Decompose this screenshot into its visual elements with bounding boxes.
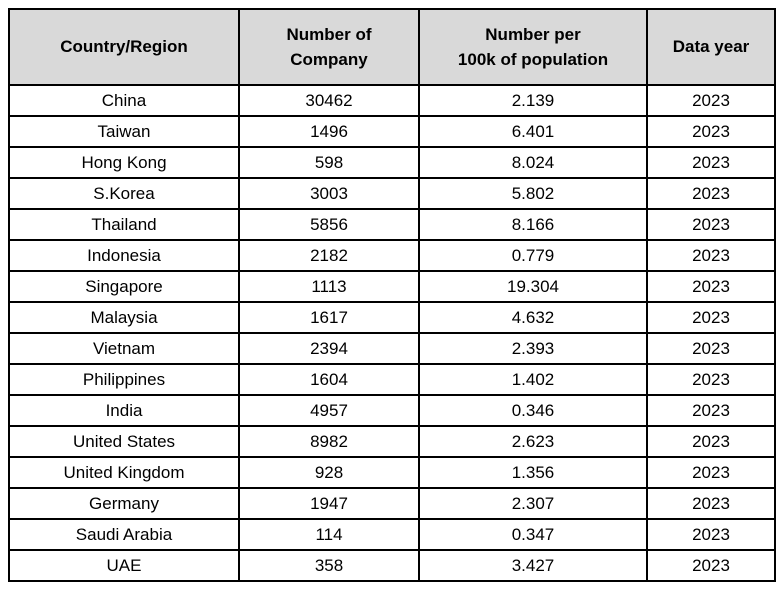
table-row: S.Korea 3003 5.802 2023 <box>8 177 776 210</box>
table-row: Singapore 1113 19.304 2023 <box>8 270 776 303</box>
table-cell: 8.166 <box>418 208 648 241</box>
table-cell: Malaysia <box>8 301 240 334</box>
column-header: Data year <box>646 8 776 86</box>
table-cell: 3003 <box>238 177 420 210</box>
table-cell: 2023 <box>646 363 776 396</box>
table-row: UAE 358 3.427 2023 <box>8 549 776 582</box>
table-cell: 2.623 <box>418 425 648 458</box>
table-cell: 1617 <box>238 301 420 334</box>
table-cell: 3.427 <box>418 549 648 582</box>
table-row: Vietnam 2394 2.393 2023 <box>8 332 776 365</box>
table-cell: 2023 <box>646 425 776 458</box>
table-cell: 1604 <box>238 363 420 396</box>
table-cell: 2.393 <box>418 332 648 365</box>
table-cell: 2023 <box>646 487 776 520</box>
table-cell: 1496 <box>238 115 420 148</box>
table-cell: 598 <box>238 146 420 179</box>
table-cell: 2023 <box>646 549 776 582</box>
table-body: China 30462 2.139 2023 Taiwan 1496 6.401 2023 Ho… <box>8 84 776 582</box>
table-cell: 0.347 <box>418 518 648 551</box>
table-cell: 8982 <box>238 425 420 458</box>
table-cell: 2023 <box>646 332 776 365</box>
table-cell: 2.139 <box>418 84 648 117</box>
table-row: China 30462 2.139 2023 <box>8 84 776 117</box>
table-cell: 2023 <box>646 146 776 179</box>
table-cell: 2023 <box>646 301 776 334</box>
table-cell: 4957 <box>238 394 420 427</box>
table-cell: 2182 <box>238 239 420 272</box>
table-cell: 1.402 <box>418 363 648 396</box>
table-row: Indonesia 2182 0.779 2023 <box>8 239 776 272</box>
table-cell: 114 <box>238 518 420 551</box>
table-header: Country/Region Number of Company Number pe… <box>8 8 776 86</box>
table-cell: 2394 <box>238 332 420 365</box>
table-cell: 1947 <box>238 487 420 520</box>
country-companies-table: Country/Region Number of Company Number pe… <box>8 8 776 582</box>
column-header: Number per 100k of population <box>418 8 648 86</box>
table-cell: 5.802 <box>418 177 648 210</box>
table-cell: UAE <box>8 549 240 582</box>
table-cell: United Kingdom <box>8 456 240 489</box>
table-cell: China <box>8 84 240 117</box>
table-row: Malaysia 1617 4.632 2023 <box>8 301 776 334</box>
table-cell: S.Korea <box>8 177 240 210</box>
table-cell: 2023 <box>646 239 776 272</box>
table-cell: 2023 <box>646 394 776 427</box>
column-header: Country/Region <box>8 8 240 86</box>
header-row: Country/Region Number of Company Number pe… <box>8 8 776 86</box>
table-row: India 4957 0.346 2023 <box>8 394 776 427</box>
table-cell: Vietnam <box>8 332 240 365</box>
table-row: Thailand 5856 8.166 2023 <box>8 208 776 241</box>
table-cell: Thailand <box>8 208 240 241</box>
table-cell: Germany <box>8 487 240 520</box>
table-cell: United States <box>8 425 240 458</box>
table-cell: 4.632 <box>418 301 648 334</box>
table-cell: 6.401 <box>418 115 648 148</box>
table-cell: 2023 <box>646 208 776 241</box>
table-cell: 2.307 <box>418 487 648 520</box>
table-cell: 2023 <box>646 456 776 489</box>
table-cell: 1113 <box>238 270 420 303</box>
table-cell: 2023 <box>646 270 776 303</box>
table-cell: Singapore <box>8 270 240 303</box>
table-cell: Taiwan <box>8 115 240 148</box>
table-cell: India <box>8 394 240 427</box>
table-cell: 2023 <box>646 177 776 210</box>
table-row: Hong Kong 598 8.024 2023 <box>8 146 776 179</box>
table-cell: 2023 <box>646 115 776 148</box>
table-cell: Philippines <box>8 363 240 396</box>
table-row: United Kingdom 928 1.356 2023 <box>8 456 776 489</box>
table-cell: 5856 <box>238 208 420 241</box>
table-cell: 0.779 <box>418 239 648 272</box>
table-cell: 2023 <box>646 84 776 117</box>
table-cell: 1.356 <box>418 456 648 489</box>
table-row: Saudi Arabia 114 0.347 2023 <box>8 518 776 551</box>
table-row: Germany 1947 2.307 2023 <box>8 487 776 520</box>
table-cell: 928 <box>238 456 420 489</box>
table-cell: Indonesia <box>8 239 240 272</box>
table-row: United States 8982 2.623 2023 <box>8 425 776 458</box>
table-cell: Hong Kong <box>8 146 240 179</box>
table-row: Philippines 1604 1.402 2023 <box>8 363 776 396</box>
table-cell: Saudi Arabia <box>8 518 240 551</box>
table-row: Taiwan 1496 6.401 2023 <box>8 115 776 148</box>
column-header: Number of Company <box>238 8 420 86</box>
table-cell: 8.024 <box>418 146 648 179</box>
table-cell: 0.346 <box>418 394 648 427</box>
table-cell: 19.304 <box>418 270 648 303</box>
table-cell: 2023 <box>646 518 776 551</box>
table-cell: 30462 <box>238 84 420 117</box>
table-cell: 358 <box>238 549 420 582</box>
